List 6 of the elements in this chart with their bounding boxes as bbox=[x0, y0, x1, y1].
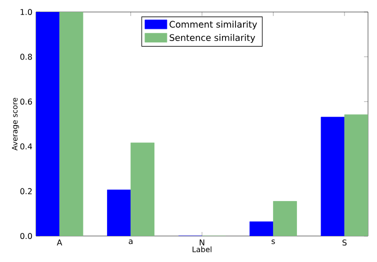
bar bbox=[250, 221, 274, 236]
bar bbox=[36, 12, 60, 236]
bar bbox=[107, 190, 131, 236]
legend-label: Comment similarity bbox=[170, 20, 258, 30]
bar bbox=[320, 116, 345, 236]
legend-label: Sentence similarity bbox=[170, 34, 256, 43]
